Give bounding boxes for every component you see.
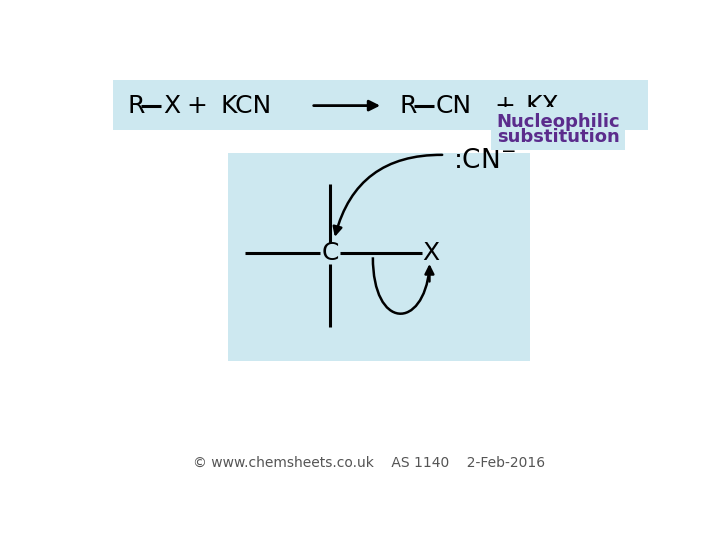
Text: X: X [423, 241, 440, 266]
Text: X: X [163, 93, 180, 118]
Text: Nucleophilic: Nucleophilic [496, 113, 620, 131]
Text: :CN$^{-}$: :CN$^{-}$ [453, 148, 516, 174]
Text: +: + [494, 93, 515, 118]
Text: substitution: substitution [497, 128, 619, 146]
FancyBboxPatch shape [492, 107, 625, 150]
Text: C: C [322, 241, 339, 266]
Text: KCN: KCN [220, 93, 271, 118]
FancyBboxPatch shape [113, 80, 648, 130]
Text: KX: KX [526, 93, 559, 118]
Text: © www.chemsheets.co.uk    AS 1140    2-Feb-2016: © www.chemsheets.co.uk AS 1140 2-Feb-201… [193, 456, 545, 470]
FancyBboxPatch shape [228, 153, 530, 361]
Text: +: + [186, 93, 207, 118]
Text: R: R [400, 93, 418, 118]
Text: CN: CN [436, 93, 472, 118]
Text: R: R [127, 93, 145, 118]
